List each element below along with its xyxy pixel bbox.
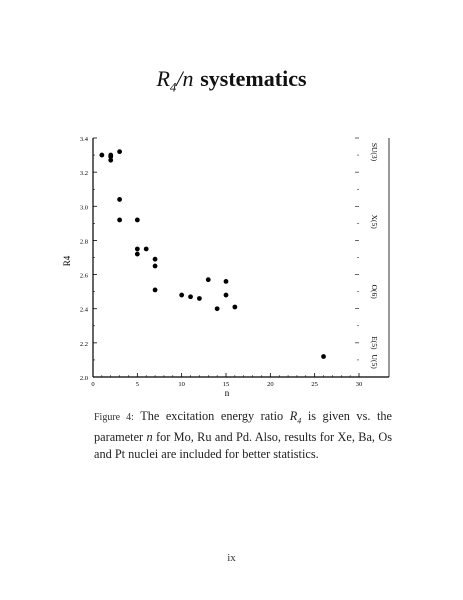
x-tick-label: 25: [311, 381, 318, 388]
data-point: [214, 306, 220, 312]
y-tick-label: 3.4: [80, 136, 89, 143]
data-point: [152, 256, 158, 262]
page-title: R4/n systematics: [0, 66, 463, 95]
caption-text-2: is given vs. the parameter: [94, 409, 392, 445]
x-axis-label: n: [225, 388, 230, 398]
data-point: [197, 296, 202, 301]
caption-text-3: for Mo, Ru and Pd. Also, results for Xe,…: [94, 430, 392, 462]
caption-symbol: R4: [289, 409, 302, 426]
data-point: [117, 217, 122, 223]
data-point: [223, 292, 229, 298]
y-tick-label: 3.2: [80, 170, 88, 177]
figure-caption: Figure 4: The excitation energy ratio R4…: [94, 408, 392, 463]
data-point: [223, 279, 229, 284]
data-point: [117, 149, 122, 155]
y-tick-label: 2.6: [80, 273, 89, 280]
caption-label: Figure 4:: [94, 412, 134, 423]
x-tick-label: 10: [178, 381, 185, 388]
data-point: [108, 157, 114, 163]
data-point: [134, 217, 140, 223]
data-point: [188, 294, 193, 300]
data-point: [205, 277, 211, 283]
y-tick-label: 2.2: [80, 341, 88, 348]
x-tick-label: 0: [91, 381, 94, 388]
data-point: [179, 292, 185, 298]
chart-axes: [92, 138, 390, 378]
y-axis-label: R4: [62, 255, 72, 266]
title-word: systematics: [200, 66, 307, 91]
data-point: [232, 304, 238, 310]
x-tick-label: 30: [356, 381, 363, 388]
data-point: [143, 246, 149, 252]
chart-points: [99, 149, 326, 359]
data-point: [117, 197, 122, 202]
x-tick-label: 15: [223, 381, 230, 388]
right-axis-label: E(5): [370, 336, 379, 350]
caption-text-1: The excitation energy ratio: [140, 409, 284, 423]
page-number: ix: [227, 552, 236, 564]
data-point: [321, 354, 326, 359]
data-point: [134, 246, 140, 252]
right-axis-label: U(5): [370, 355, 379, 370]
y-tick-label: 2.0: [80, 375, 88, 382]
right-axis-label: X(5): [370, 215, 379, 230]
chart-ticks: 2.0 2.2 2.4 2.6 2.8 3.0 3.2 3.4 0 5 10 15 20 25 30 SU(3…: [80, 136, 379, 388]
y-tick-label: 3.0: [80, 204, 88, 211]
data-point: [152, 263, 158, 269]
x-tick-label: 20: [267, 381, 274, 388]
data-point: [134, 251, 140, 257]
right-axis-label: SU(3): [370, 143, 379, 162]
x-tick-label: 5: [136, 381, 139, 388]
title-symbol: R4/n: [156, 66, 194, 95]
y-tick-label: 2.8: [80, 238, 88, 245]
caption-param: n: [146, 430, 153, 445]
data-point: [99, 152, 105, 158]
data-point: [108, 154, 114, 160]
data-point: [152, 287, 158, 293]
right-axis-label: O(6): [370, 285, 379, 300]
y-tick-label: 2.4: [80, 307, 89, 314]
